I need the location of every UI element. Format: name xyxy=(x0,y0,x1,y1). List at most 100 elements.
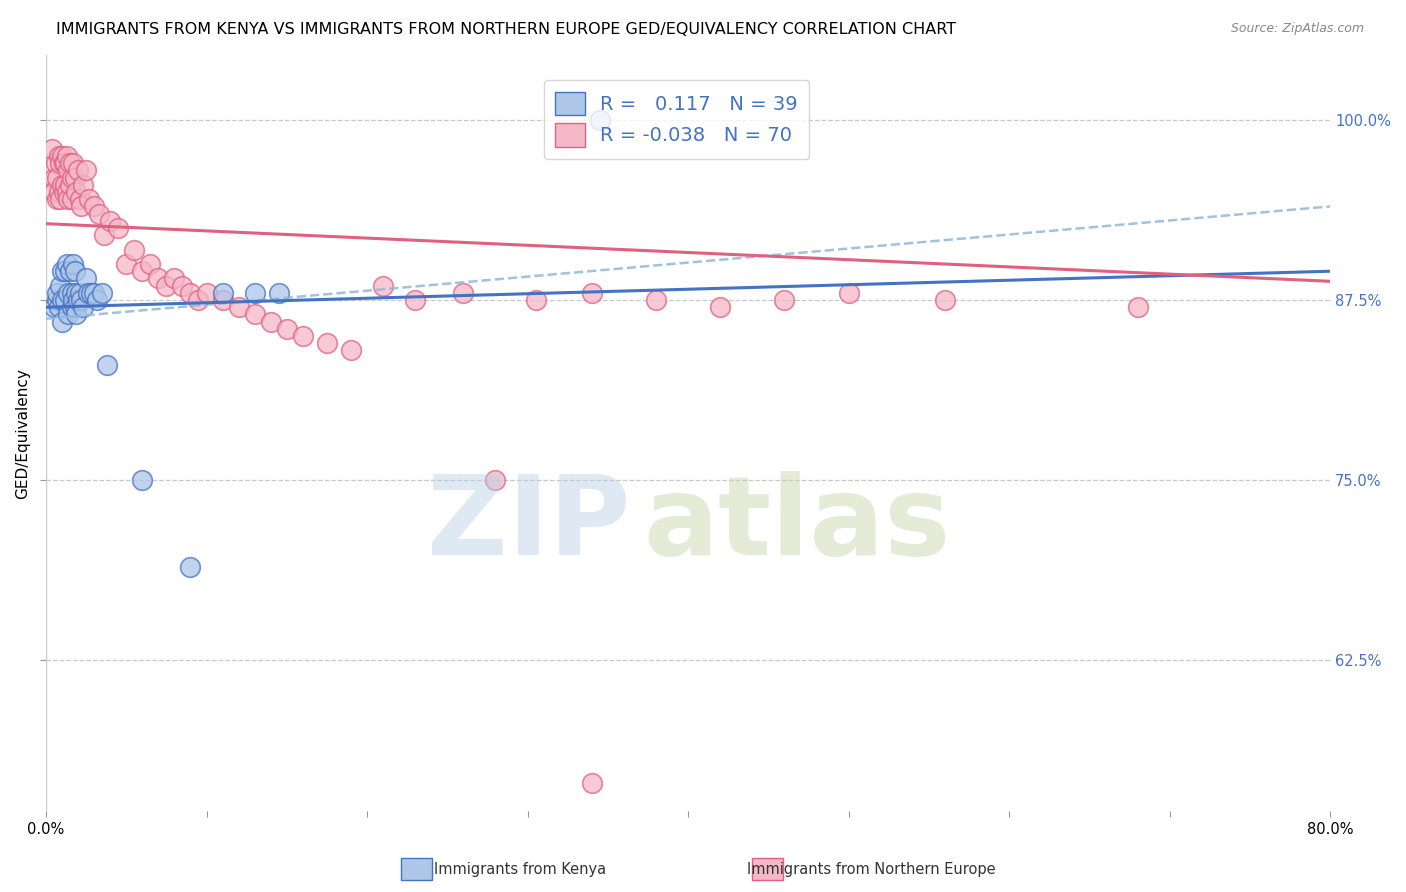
Point xyxy=(524,293,547,307)
Point xyxy=(46,192,69,206)
Text: atlas: atlas xyxy=(643,471,950,577)
Point xyxy=(60,170,83,185)
Point xyxy=(62,293,84,307)
Point xyxy=(211,285,233,300)
Point xyxy=(49,156,72,170)
Point xyxy=(69,192,91,206)
Point xyxy=(195,285,218,300)
Point xyxy=(41,142,63,156)
Point xyxy=(131,473,153,487)
Point xyxy=(91,285,114,300)
Point xyxy=(453,285,475,300)
Point xyxy=(243,285,266,300)
Point xyxy=(276,322,298,336)
Point xyxy=(404,293,426,307)
Point xyxy=(52,185,75,199)
Point xyxy=(48,185,70,199)
Point xyxy=(260,315,283,329)
Point xyxy=(131,264,153,278)
Point xyxy=(709,300,731,314)
Point xyxy=(83,285,105,300)
Point xyxy=(59,156,82,170)
Text: IMMIGRANTS FROM KENYA VS IMMIGRANTS FROM NORTHERN EUROPE GED/EQUIVALENCY CORRELA: IMMIGRANTS FROM KENYA VS IMMIGRANTS FROM… xyxy=(56,22,956,37)
Point xyxy=(645,293,668,307)
Point xyxy=(62,156,84,170)
Point xyxy=(838,285,860,300)
Y-axis label: GED/Equivalency: GED/Equivalency xyxy=(15,368,30,499)
Point xyxy=(58,308,80,322)
Point xyxy=(63,300,86,314)
Point xyxy=(45,156,67,170)
Point xyxy=(62,257,84,271)
Point xyxy=(581,285,603,300)
Point xyxy=(172,278,194,293)
Point xyxy=(46,170,69,185)
Text: Immigrants from Kenya: Immigrants from Kenya xyxy=(434,863,606,877)
Point xyxy=(122,243,145,257)
Point xyxy=(773,293,796,307)
Point xyxy=(80,285,103,300)
Point xyxy=(48,149,70,163)
Point xyxy=(63,264,86,278)
Point xyxy=(67,293,90,307)
Point xyxy=(49,278,72,293)
Point xyxy=(211,293,233,307)
Point xyxy=(67,163,90,178)
Point xyxy=(83,199,105,213)
Point xyxy=(148,271,170,285)
Point xyxy=(187,293,209,307)
Point xyxy=(581,775,603,789)
Point xyxy=(107,221,129,235)
Point xyxy=(59,178,82,192)
Point xyxy=(79,192,101,206)
Point xyxy=(58,163,80,178)
Point xyxy=(228,300,250,314)
Point xyxy=(48,300,70,314)
Point xyxy=(46,285,69,300)
Text: Source: ZipAtlas.com: Source: ZipAtlas.com xyxy=(1230,22,1364,36)
Point xyxy=(72,178,94,192)
Point xyxy=(267,285,290,300)
Point xyxy=(484,473,506,487)
Point xyxy=(179,285,201,300)
Point xyxy=(75,163,97,178)
Text: ZIP: ZIP xyxy=(427,471,630,577)
Point xyxy=(291,329,314,343)
Point xyxy=(87,206,110,220)
Point xyxy=(93,228,115,243)
Point xyxy=(42,170,65,185)
Point xyxy=(58,192,80,206)
Point xyxy=(51,149,73,163)
Point xyxy=(340,343,363,358)
Point xyxy=(69,285,91,300)
Point xyxy=(139,257,162,271)
Point xyxy=(179,559,201,574)
Point xyxy=(163,271,186,285)
Point xyxy=(42,300,65,314)
Point xyxy=(53,156,76,170)
Point xyxy=(243,308,266,322)
Text: Immigrants from Northern Europe: Immigrants from Northern Europe xyxy=(748,863,995,877)
Point xyxy=(51,264,73,278)
Point xyxy=(65,185,87,199)
Legend: R =   0.117   N = 39, R = -0.038   N = 70: R = 0.117 N = 39, R = -0.038 N = 70 xyxy=(544,80,810,159)
Point xyxy=(60,300,83,314)
Point xyxy=(56,185,79,199)
Point xyxy=(51,178,73,192)
Point xyxy=(72,300,94,314)
Point xyxy=(56,257,79,271)
Point xyxy=(155,278,177,293)
Point xyxy=(70,199,93,213)
Point xyxy=(60,285,83,300)
Point xyxy=(53,178,76,192)
Point xyxy=(75,271,97,285)
Point xyxy=(316,336,339,351)
Point xyxy=(53,293,76,307)
Point xyxy=(70,293,93,307)
Point xyxy=(65,308,87,322)
Point xyxy=(96,358,118,372)
Point xyxy=(51,315,73,329)
Point xyxy=(42,185,65,199)
Point xyxy=(52,156,75,170)
Point xyxy=(63,170,86,185)
